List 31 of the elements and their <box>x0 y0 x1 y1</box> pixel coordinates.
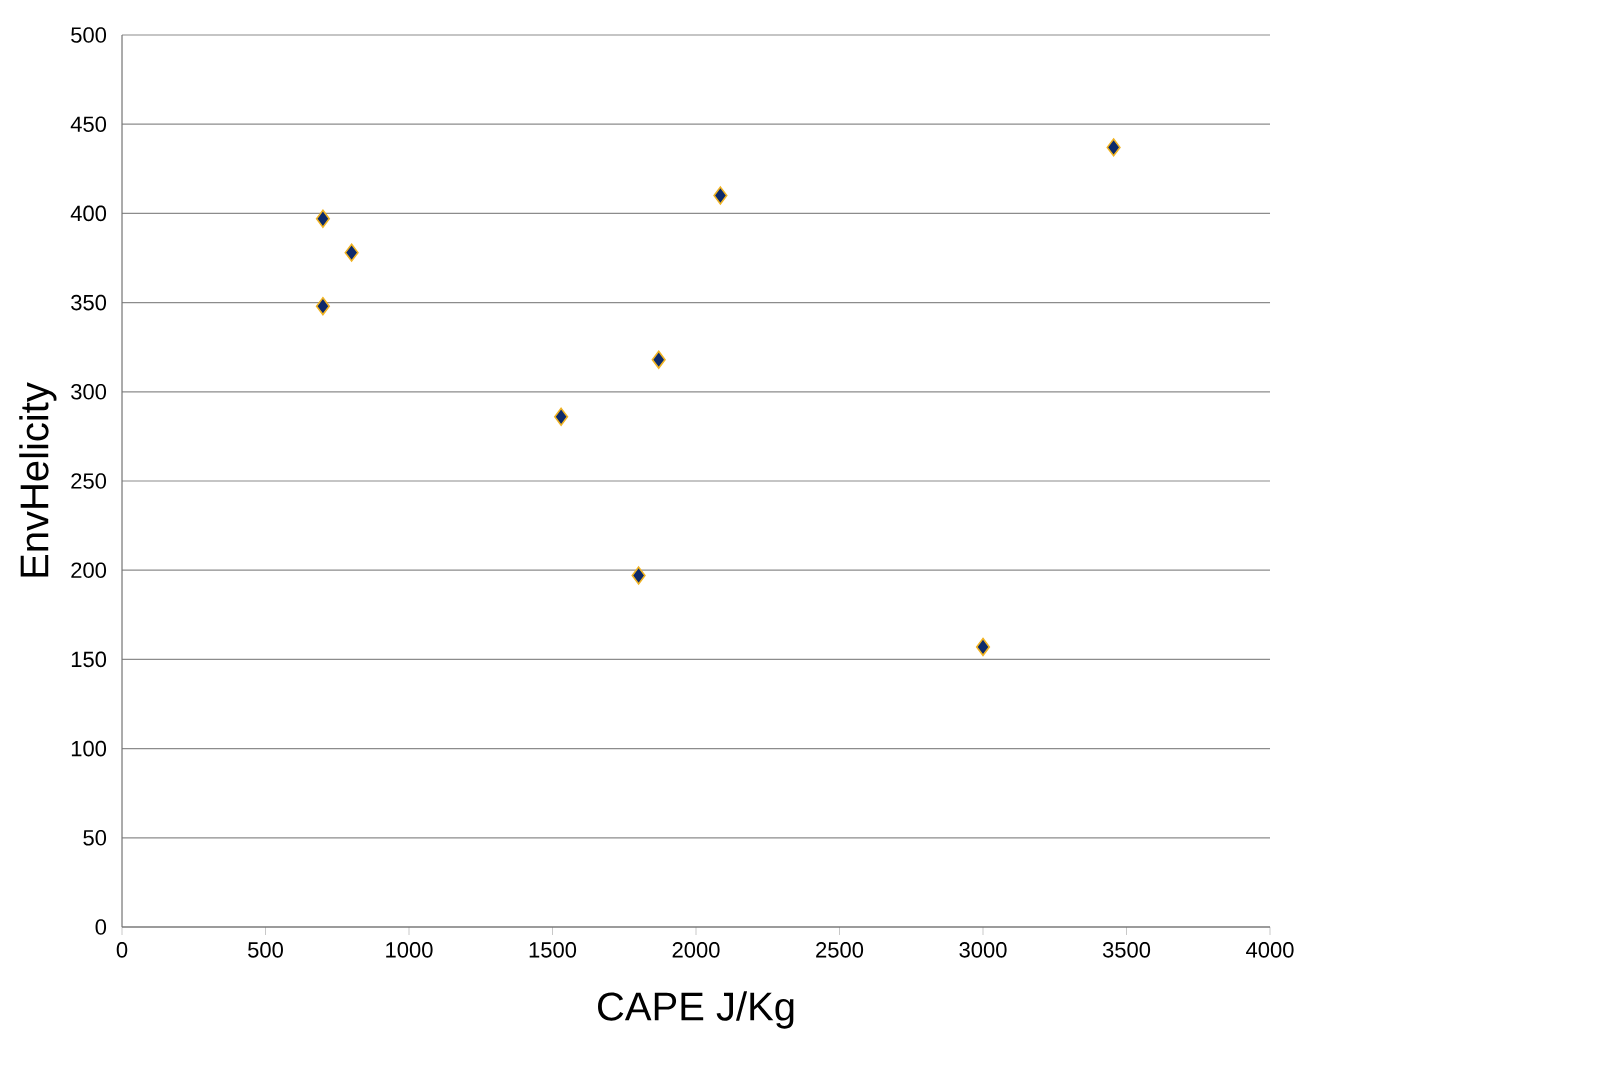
x-tick-label: 0 <box>116 942 128 958</box>
y-tick-label: 500 <box>71 27 107 43</box>
x-tick-label: 500 <box>248 942 283 958</box>
y-tick-label: 300 <box>71 384 107 400</box>
y-tick-label: 400 <box>70 205 107 222</box>
x-tick-label: 3000 <box>959 942 1007 958</box>
y-tick-label: 0 <box>95 919 107 935</box>
x-tick-label: 4000 <box>1246 942 1294 958</box>
y-tick-label: 100 <box>71 740 107 757</box>
x-tick-label: 1500 <box>529 942 577 958</box>
x-axis-title: CAPE J/Kg <box>598 991 794 1029</box>
point <box>713 186 728 205</box>
y-tick-label: 250 <box>71 473 107 489</box>
y-tick-label: 350 <box>71 294 107 311</box>
point <box>631 566 646 585</box>
x-tick-label: 2500 <box>816 942 864 958</box>
y-tick-label: 450 <box>70 116 107 132</box>
y-tick-label: 150 <box>71 651 107 668</box>
point <box>1106 138 1121 157</box>
point <box>554 407 569 426</box>
point <box>975 637 991 657</box>
x-tick-label: 2000 <box>672 942 720 958</box>
point <box>315 296 331 316</box>
point <box>315 209 331 228</box>
y-tick-label: 200 <box>71 562 107 578</box>
point <box>344 243 359 262</box>
x-tick-label: 3500 <box>1102 942 1151 958</box>
y-tick-label: 50 <box>83 830 107 846</box>
x-tick-label: 1000 <box>386 942 433 958</box>
y-axis-title: EnvHelicity <box>19 382 57 577</box>
point <box>651 350 666 369</box>
